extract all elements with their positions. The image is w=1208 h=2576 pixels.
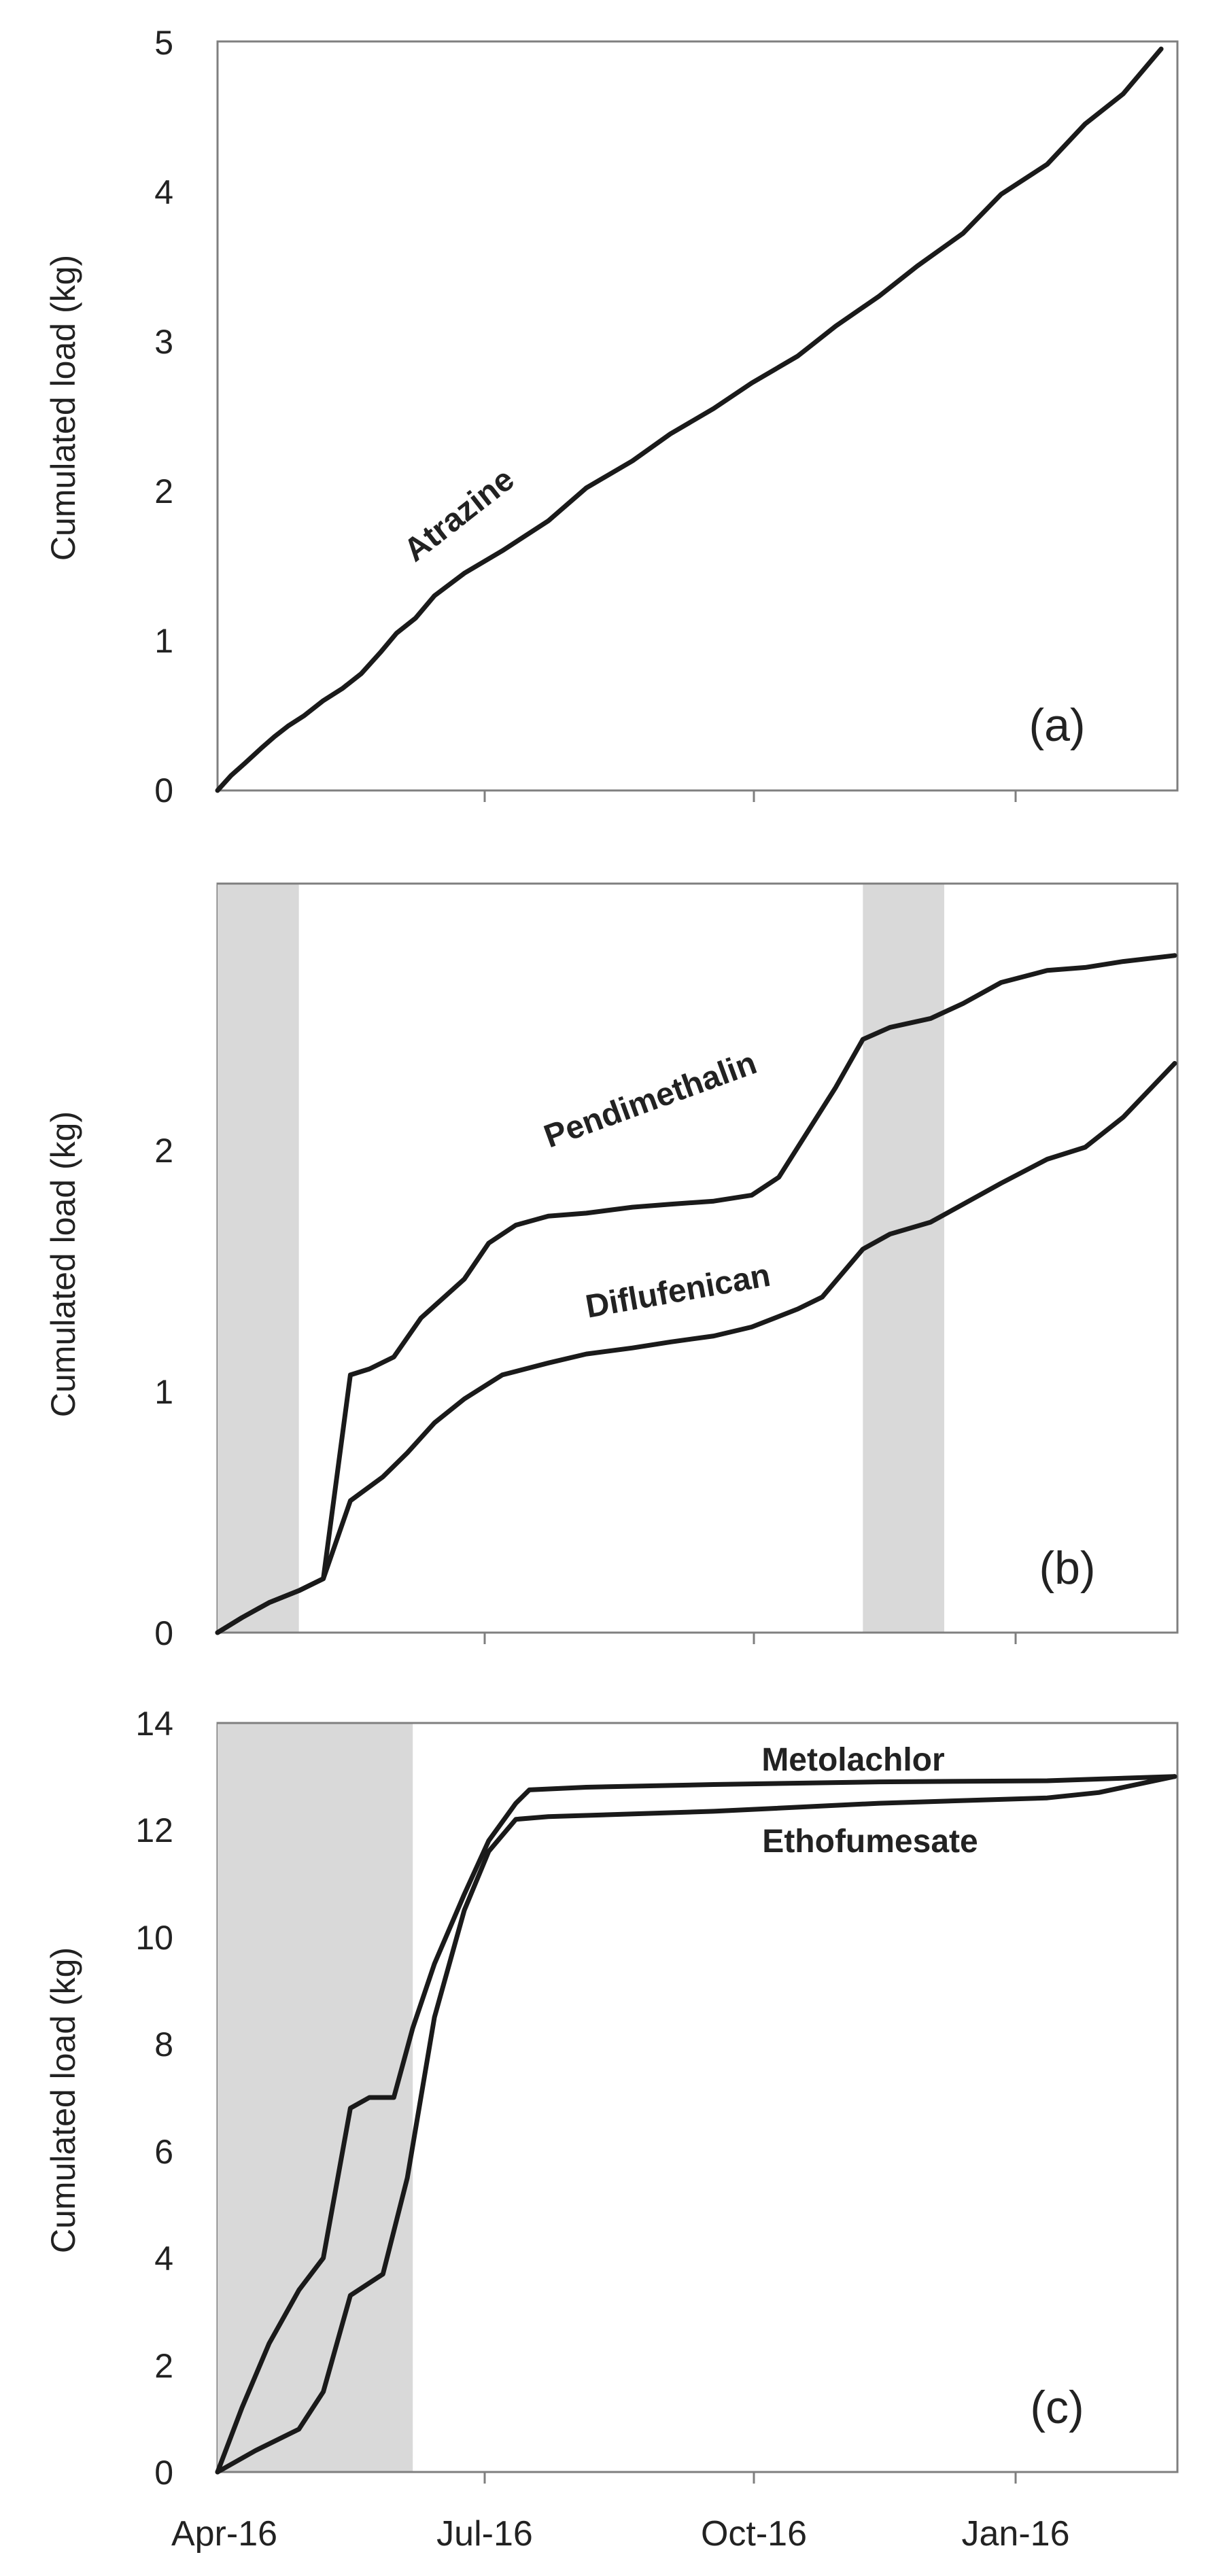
panel-c-y-tick-label: 2 <box>154 2347 173 2385</box>
panel-c-y-axis-label: Cumulated load (kg) <box>44 1947 82 2253</box>
panel-b-x-ticks <box>483 1633 1017 1644</box>
panel-c-tag: (c) <box>1030 2382 1084 2433</box>
panel-b: 0 1 2 Cumulated load (kg) (b) Pendimetha… <box>44 882 1179 1652</box>
series-line-ethofumesate <box>215 1774 1177 2475</box>
panel-c-y-tick-label: 10 <box>135 1919 173 1957</box>
panel-c-y-tick-label: 6 <box>154 2133 173 2171</box>
panel-b-series-label-pendimethalin: Pendimethalin <box>539 1045 761 1155</box>
series-line-atrazine <box>215 46 1164 793</box>
series-line-metolachlor <box>215 1774 1177 2475</box>
shaded-period <box>218 884 299 1632</box>
panel-a-tag: (a) <box>1029 699 1085 751</box>
panel-b-frame <box>216 882 1179 1634</box>
x-tick-label-oct-16: Oct-16 <box>701 2514 807 2554</box>
panel-a-y-tick-label: 5 <box>154 24 173 62</box>
panel-a-y-ticks: 0 1 2 3 4 5 <box>154 24 173 810</box>
shaded-period <box>863 884 944 1632</box>
panel-b-plot-area <box>215 953 1177 1635</box>
x-tick-label-jul-16: Jul-16 <box>436 2514 533 2554</box>
panel-a: 0 1 2 3 4 5 Cumulated load (kg) (a) Atra… <box>44 24 1179 810</box>
panel-a-y-tick-label: 3 <box>154 323 173 361</box>
panel-a-y-tick-label: 1 <box>154 622 173 660</box>
panel-b-y-axis-label: Cumulated load (kg) <box>44 1111 82 1417</box>
panel-a-x-ticks <box>483 790 1017 802</box>
x-tick-label-jan-16: Jan-16 <box>962 2514 1070 2554</box>
panel-c-y-tick-label: 4 <box>154 2240 173 2278</box>
series-line-pendimethalin <box>215 953 1177 1635</box>
panel-a-y-tick-label: 4 <box>154 173 173 211</box>
panel-b-tag: (b) <box>1039 1542 1095 1594</box>
x-tick-label-apr-16: Apr-16 <box>171 2514 277 2554</box>
panel-c: 0 2 4 6 8 10 12 14 Apr-16 Jul-16 Oct-16 … <box>44 1705 1179 2554</box>
panel-c-y-tick-label: 8 <box>154 2025 173 2064</box>
panel-c-x-ticks <box>483 2472 1017 2484</box>
panel-c-y-tick-label: 14 <box>135 1705 173 1743</box>
panel-c-plot-area <box>215 1774 1177 2475</box>
panel-b-y-tick-label: 2 <box>154 1132 173 1170</box>
panel-b-series-label-diflufenican: Diflufenican <box>583 1257 773 1325</box>
panel-c-y-tick-label: 0 <box>154 2454 173 2492</box>
series-line-diflufenican <box>215 1061 1177 1635</box>
panel-b-y-ticks: 0 1 2 <box>154 1132 173 1652</box>
panel-b-shading <box>218 884 944 1632</box>
panel-a-plot-area <box>215 46 1164 793</box>
panel-c-series-label-ethofumesate: Ethofumesate <box>762 1824 978 1860</box>
panel-a-frame <box>216 40 1179 792</box>
panel-a-y-tick-label: 0 <box>154 771 173 810</box>
panel-a-y-tick-label: 2 <box>154 472 173 510</box>
panel-c-y-ticks: 0 2 4 6 8 10 12 14 <box>135 1705 173 2492</box>
panel-c-y-tick-label: 12 <box>135 1811 173 1849</box>
panel-b-y-tick-label: 0 <box>154 1614 173 1652</box>
panel-a-y-axis-label: Cumulated load (kg) <box>44 255 82 561</box>
panel-c-x-tick-labels: Apr-16 Jul-16 Oct-16 Jan-16 <box>171 2514 1070 2554</box>
panel-c-series-label-metolachlor: Metolachlor <box>761 1742 944 1778</box>
panel-b-y-tick-label: 1 <box>154 1373 173 1411</box>
